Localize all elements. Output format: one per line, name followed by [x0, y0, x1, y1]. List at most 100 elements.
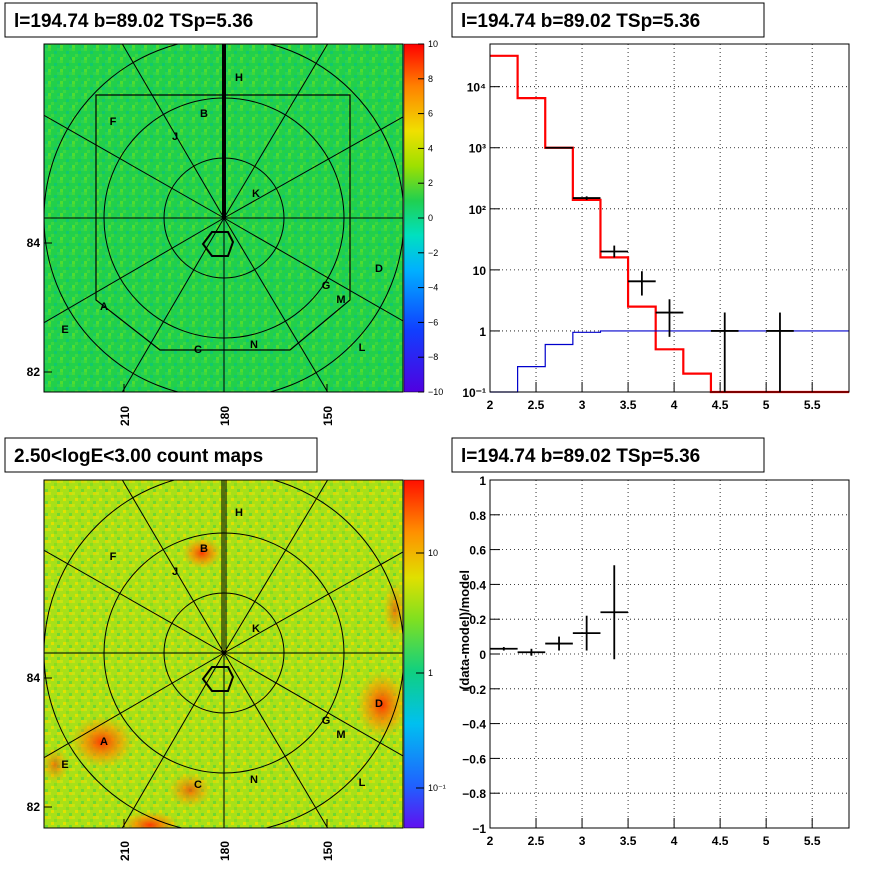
source-label-n: N [250, 339, 258, 351]
y-tick-label: 82 [27, 365, 41, 379]
source-label-f: F [110, 116, 117, 128]
source-label-m: M [336, 294, 345, 306]
map-axis-ticks: 210 180 150 84 82 [27, 236, 335, 426]
x-tick-label: 5 [763, 834, 770, 848]
y-tick-label: −0.8 [462, 787, 486, 801]
source-label-d: D [375, 698, 383, 710]
y-tick-label: 0.2 [469, 613, 486, 627]
y-tick-label: 0.4 [469, 578, 486, 592]
panel-title: l=194.74 b=89.02 TSp=5.36 [14, 11, 253, 32]
x-tick-label: 5.5 [804, 398, 821, 412]
colorbar-ticks: 10 1 10⁻¹ [416, 548, 446, 793]
source-label-l: L [359, 777, 366, 789]
source-label-c: C [194, 344, 202, 356]
x-tick-label: 210 [118, 841, 132, 861]
title-box [4, 2, 318, 38]
source-labels: H B J F K D GM A E C N L [61, 72, 383, 356]
x-tick-label: 150 [321, 406, 335, 426]
source-label-b: B [200, 543, 208, 555]
hotspots [44, 537, 403, 828]
source-label-h: H [235, 72, 243, 84]
x-tick-label: 5 [763, 398, 770, 412]
source-label-e: E [61, 324, 68, 336]
colorbar-tick-label: −6 [428, 317, 438, 327]
colorbar-tick-label: 10 [428, 39, 438, 49]
y-tick-label: 0 [479, 648, 486, 662]
source-label-k: K [252, 188, 260, 200]
x-tick-label: 180 [218, 406, 232, 426]
y-tick-label: 10⁻¹ [462, 386, 486, 400]
axis-ticks: 2 2.5 3 3.5 4 4.5 5 5.5 −1 −0.8 −0.6 −0.4 −0.2 0 0.2 0.… [462, 474, 821, 848]
x-tick-label: 2.5 [528, 834, 545, 848]
title-box [451, 437, 765, 473]
y-tick-label: 1 [479, 474, 486, 488]
colorbar-tick-label: 10⁻¹ [428, 783, 446, 793]
colorbar-tick-label: 4 [428, 143, 433, 153]
x-tick-label: 4 [671, 834, 678, 848]
y-tick-label: −1 [472, 822, 486, 836]
source-label-a: A [100, 301, 108, 313]
source-label-g: G [322, 280, 331, 292]
plot-frame [489, 43, 850, 393]
colorbar-tick-label: −10 [428, 387, 443, 397]
y-tick-label: 0.6 [469, 544, 486, 558]
source-label-n: N [250, 774, 258, 786]
plot-area [490, 480, 849, 828]
y-tick-label: 82 [27, 800, 41, 814]
colorbar-tick-label: −8 [428, 352, 438, 362]
source-label-b: B [200, 108, 208, 120]
x-tick-label: 2 [487, 398, 494, 412]
y-tick-label: −0.4 [462, 718, 486, 732]
y-tick-label: 1 [479, 325, 486, 339]
residuals-panel: l=194.74 b=89.02 TSp=5.36 2 2.5 3 3.5 4 4.5 5 5… [451, 437, 850, 848]
source-label-e: E [61, 759, 68, 771]
x-tick-label: 3.5 [620, 398, 637, 412]
y-tick-label: −0.6 [462, 752, 486, 766]
x-tick-label: 5.5 [804, 834, 821, 848]
source-label-j: J [172, 131, 178, 143]
source-label-j: J [172, 566, 178, 578]
x-tick-label: 210 [118, 406, 132, 426]
colorbar-tick-label: 1 [428, 668, 433, 678]
y-tick-label: 10² [469, 203, 486, 217]
y-axis-label: (data-model)/model [457, 570, 472, 690]
map-axis-ticks: 210 180 150 84 82 [27, 671, 335, 861]
count-map-panel: 2.50<logE<3.00 count maps [4, 437, 446, 861]
source-label-g: G [322, 715, 331, 727]
colorbar [403, 479, 425, 829]
map-frame [43, 479, 404, 829]
title-box [451, 2, 765, 38]
series [490, 565, 629, 660]
source-label-h: H [235, 507, 243, 519]
panel-title: 2.50<logE<3.00 count maps [14, 446, 263, 467]
x-tick-label: 4.5 [712, 834, 729, 848]
x-tick-label: 3 [579, 398, 586, 412]
colorbar-tick-label: 6 [428, 109, 433, 119]
source-label-m: M [336, 729, 345, 741]
axis-ticks: 2 2.5 3 3.5 4 4.5 5 5.5 10⁻¹ 1 10 10² 10³ 10⁴ [462, 81, 821, 412]
x-tick-label: 180 [218, 841, 232, 861]
source-label-a: A [100, 736, 108, 748]
colorbar-tick-label: −2 [428, 248, 438, 258]
map-grid [44, 480, 403, 828]
source-label-k: K [252, 623, 260, 635]
x-tick-label: 3 [579, 834, 586, 848]
map-grid [44, 44, 403, 392]
plot-area [490, 44, 849, 392]
title-box [4, 437, 318, 473]
source-labels: H B J F K D GM A E C N L [61, 507, 383, 791]
x-tick-label: 3.5 [620, 834, 637, 848]
source-label-f: F [110, 551, 117, 563]
x-tick-label: 2.5 [528, 398, 545, 412]
colorbar-tick-label: −4 [428, 283, 438, 293]
y-tick-label: 10³ [469, 142, 486, 156]
colorbar-ticks: 10 8 6 4 2 0 −2 −4 −6 −8 −10 [418, 39, 443, 397]
colorbar-tick-label: 0 [428, 213, 433, 223]
y-tick-label: 84 [27, 671, 41, 685]
source-label-c: C [194, 779, 202, 791]
panel-title: l=194.74 b=89.02 TSp=5.36 [461, 11, 700, 32]
y-tick-label: 10 [473, 264, 487, 278]
x-tick-label: 150 [321, 841, 335, 861]
source-label-d: D [375, 263, 383, 275]
